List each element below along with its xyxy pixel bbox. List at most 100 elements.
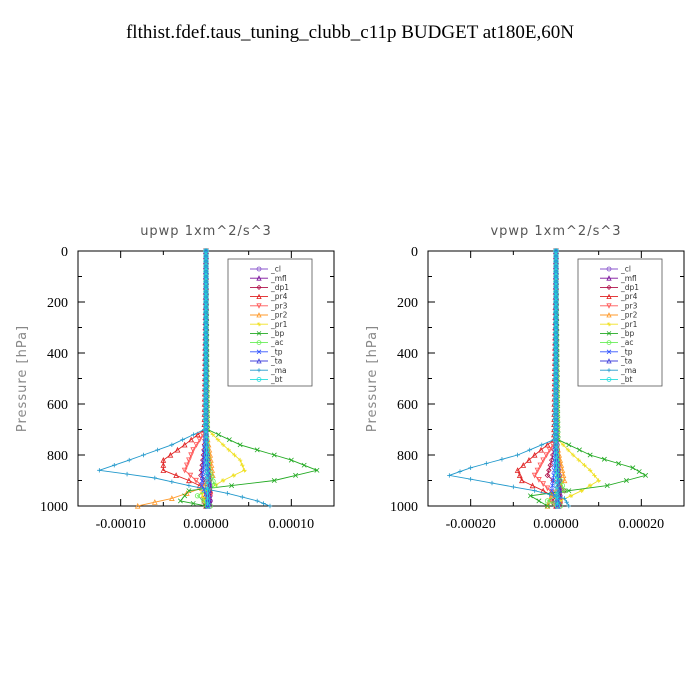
data-point: [169, 495, 175, 501]
data-point: [553, 411, 559, 417]
data-point: [566, 503, 571, 509]
data-point: [553, 355, 559, 361]
data-point: [293, 472, 299, 478]
data-point: [547, 462, 554, 468]
data-point: [553, 416, 559, 422]
data-point: [203, 375, 209, 382]
data-point: [489, 480, 495, 486]
data-point: [568, 493, 574, 498]
data-point: [256, 349, 262, 355]
data-point: [519, 477, 525, 484]
data-point: [220, 442, 226, 447]
data-point: [267, 503, 273, 509]
data-point: [548, 457, 555, 463]
data-point: [553, 299, 559, 305]
data-point: [587, 452, 593, 458]
data-point: [203, 452, 210, 458]
data-point: [205, 503, 211, 509]
legend-entry: _pr2: [270, 311, 288, 320]
data-point: [596, 478, 601, 483]
data-point: [553, 442, 559, 448]
legend-entry: _bp: [270, 329, 285, 338]
x-tick-label: 0.00010: [269, 517, 315, 532]
data-point: [203, 396, 209, 402]
data-point: [468, 477, 473, 482]
y-tick-label: 600: [397, 398, 418, 413]
data-point: [553, 309, 559, 315]
data-point: [174, 446, 181, 453]
data-point: [630, 465, 636, 471]
data-point: [553, 340, 559, 346]
legend-entry: _pr2: [620, 311, 638, 320]
data-point: [256, 312, 262, 318]
data-point: [208, 462, 215, 468]
data-point: [257, 322, 261, 327]
data-point: [549, 483, 555, 489]
data-point: [188, 436, 195, 443]
data-point: [643, 472, 649, 478]
legend-entry: _bt: [270, 375, 283, 384]
y-tick-label: 400: [397, 347, 418, 362]
data-point: [183, 462, 190, 469]
data-point: [555, 482, 562, 489]
data-point: [203, 345, 209, 351]
data-point: [203, 263, 209, 269]
data-point: [606, 266, 612, 272]
data-point: [203, 401, 209, 407]
data-point: [546, 467, 552, 474]
data-point: [203, 304, 209, 310]
data-point: [531, 472, 538, 479]
data-point: [237, 457, 243, 463]
series-line-bt: [555, 251, 558, 506]
data-point: [155, 447, 160, 453]
data-point: [256, 266, 262, 272]
data-point: [193, 477, 199, 484]
data-point: [203, 406, 209, 412]
data-point: [553, 335, 559, 341]
data-point: [564, 499, 569, 505]
data-point: [204, 493, 211, 499]
legend-box: [577, 258, 663, 387]
data-point: [204, 472, 210, 478]
data-point: [544, 485, 551, 492]
data-point: [220, 478, 226, 483]
data-point: [256, 340, 262, 346]
data-point: [553, 360, 559, 366]
data-point: [203, 314, 209, 320]
legend-entry: _mfl: [620, 274, 637, 283]
data-point: [204, 477, 210, 484]
data-point: [623, 478, 629, 483]
legend-entry: _pr3: [620, 301, 638, 310]
data-point: [257, 368, 261, 373]
data-point: [203, 278, 209, 285]
data-point: [553, 457, 559, 463]
data-point: [607, 368, 611, 373]
data-point: [544, 502, 551, 509]
data-point: [186, 477, 192, 484]
data-point: [529, 482, 536, 489]
data-point: [553, 467, 560, 473]
data-point: [203, 416, 209, 422]
data-point: [537, 462, 544, 469]
data-point: [182, 493, 188, 499]
data-point: [232, 452, 237, 458]
data-point: [203, 442, 209, 448]
data-point: [553, 421, 559, 427]
legend-entry: _ta: [270, 357, 282, 366]
data-point: [256, 293, 262, 299]
data-point: [211, 482, 218, 489]
data-point: [553, 253, 559, 259]
y-tick-label: 800: [47, 449, 68, 464]
x-tick-label: 0.00020: [619, 517, 665, 532]
data-point: [188, 452, 194, 459]
data-point: [200, 474, 206, 480]
data-point: [193, 442, 200, 448]
data-point: [203, 340, 209, 346]
legend-entry: _ta: [620, 357, 632, 366]
data-point: [207, 493, 214, 499]
data-point: [190, 447, 197, 453]
data-point: [606, 284, 612, 290]
data-point: [553, 396, 559, 402]
data-point: [203, 294, 209, 300]
data-point: [288, 457, 294, 463]
